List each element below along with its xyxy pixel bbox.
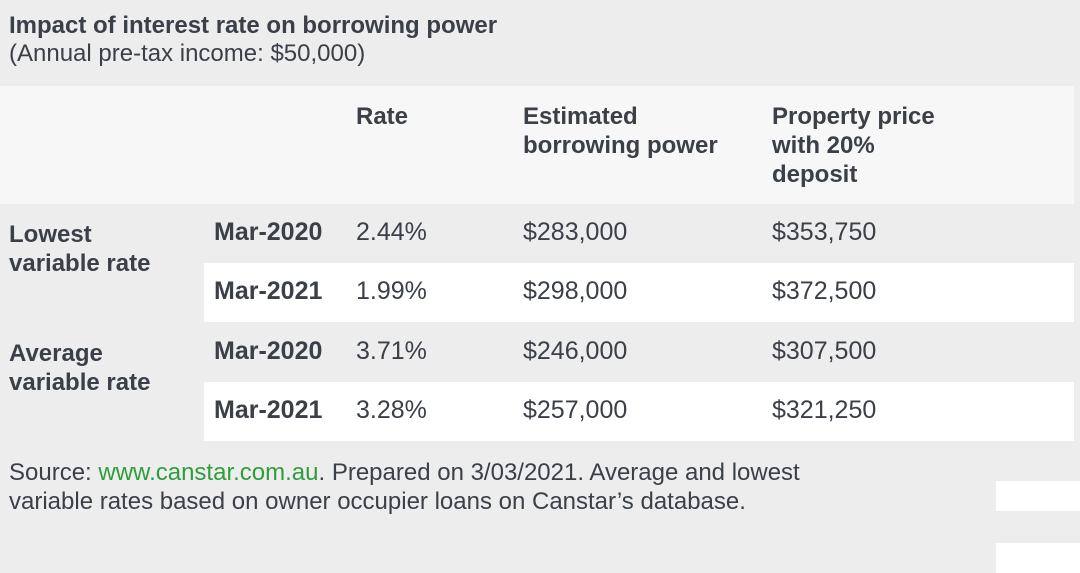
header-price-line3: deposit [772, 161, 858, 188]
source-note: Source: www.canstar.com.au. Prepared on … [9, 458, 989, 516]
cell-borrowing-power: $283,000 [523, 218, 628, 246]
group-label-line1: Lowest [9, 221, 92, 248]
cell-rate: 2.44% [356, 218, 427, 246]
cell-property-price: $353,750 [772, 218, 877, 246]
cell-date: Mar-2020 [214, 337, 323, 365]
source-link[interactable]: www.canstar.com.au [98, 459, 319, 486]
table-title: Impact of interest rate on borrowing pow… [9, 12, 498, 39]
header-property-price: Property price with 20% deposit [772, 102, 935, 189]
header-borrowing-line2: borrowing power [523, 132, 718, 159]
cell-rate: 3.71% [356, 337, 427, 365]
decorative-block [996, 543, 1080, 573]
table-header: Rate Estimated borrowing power Property … [0, 86, 1074, 204]
cell-date: Mar-2021 [214, 277, 323, 305]
cell-date: Mar-2021 [214, 396, 323, 424]
cell-property-price: $307,500 [772, 337, 877, 365]
table-row: Mar-2021 1.99% $298,000 $372,500 [204, 263, 1074, 322]
header-borrowing-line1: Estimated [523, 103, 638, 130]
table-subtitle: (Annual pre-tax income: $50,000) [9, 40, 366, 67]
cell-borrowing-power: $298,000 [523, 277, 628, 305]
group-label-line2: variable rate [9, 369, 151, 396]
source-line1: Source: www.canstar.com.au. Prepared on … [9, 458, 989, 487]
cell-property-price: $372,500 [772, 277, 877, 305]
group-label-line2: variable rate [9, 250, 151, 277]
title-block: Impact of interest rate on borrowing pow… [9, 12, 497, 68]
group-label-lowest: Lowest variable rate [9, 220, 150, 278]
group-label-line1: Average [9, 340, 103, 367]
header-price-line2: with 20% [772, 132, 875, 159]
cell-borrowing-power: $246,000 [523, 337, 628, 365]
decorative-block [996, 481, 1080, 511]
header-price-line1: Property price [772, 103, 935, 130]
source-line2: variable rates based on owner occupier l… [9, 488, 746, 515]
cell-date: Mar-2020 [214, 218, 323, 246]
source-prefix: Source: [9, 459, 99, 486]
table-row: Mar-2021 3.28% $257,000 $321,250 [204, 382, 1074, 441]
cell-rate: 1.99% [356, 277, 427, 305]
group-label-average: Average variable rate [9, 339, 150, 397]
header-borrowing-power: Estimated borrowing power [523, 102, 718, 160]
cell-property-price: $321,250 [772, 396, 877, 424]
source-line1-rest: . Prepared on 3/03/2021. Average and low… [318, 459, 800, 486]
table-row: Mar-2020 2.44% $283,000 $353,750 [204, 204, 1074, 263]
cell-rate: 3.28% [356, 396, 427, 424]
table-row: Mar-2020 3.71% $246,000 $307,500 [204, 323, 1074, 382]
cell-borrowing-power: $257,000 [523, 396, 628, 424]
header-rate: Rate [356, 103, 409, 130]
